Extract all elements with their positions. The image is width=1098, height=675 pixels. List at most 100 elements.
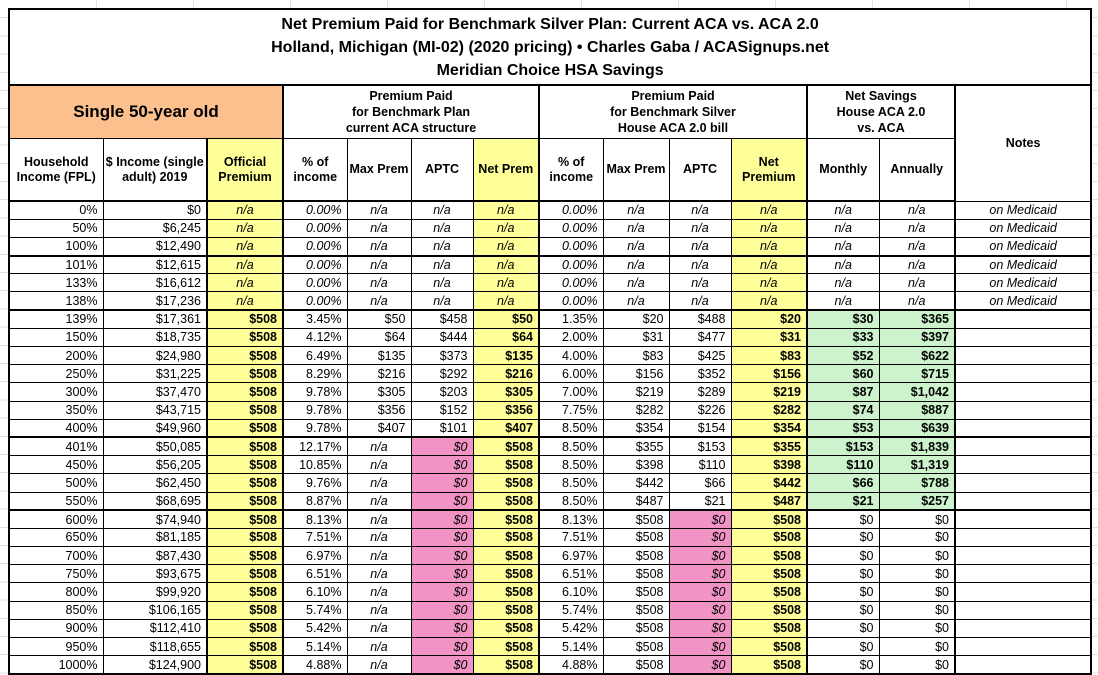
cell-note: [953, 582, 1092, 602]
cell-income: $43,715: [102, 400, 208, 420]
cell-monthly: $0: [806, 509, 880, 529]
cell-aca_net: $508: [472, 655, 540, 675]
cell-official: $508: [206, 436, 284, 457]
cell-monthly: $33: [806, 327, 880, 348]
cell-h_pct: 8.50%: [538, 436, 604, 457]
cell-monthly: $153: [806, 436, 880, 457]
cell-note: [953, 382, 1092, 402]
cell-h_pct: 0.00%: [538, 291, 604, 312]
cell-official: $508: [206, 309, 284, 329]
cell-note: on Medicaid: [953, 236, 1092, 257]
cell-official: $508: [206, 600, 284, 620]
cell-income: $12,615: [102, 255, 208, 275]
table-row: 200% $24,980 $508 6.49% $135 $373 $135 4.00% $83…: [8, 345, 1092, 366]
cell-aca_net: n/a: [472, 273, 540, 293]
cell-income: $68,695: [102, 491, 208, 512]
cell-note: [953, 473, 1092, 493]
table-row: 550% $68,695 $508 8.87% n/a $0 $508 8.50% $487 $2…: [8, 491, 1092, 512]
cell-fpl: 750%: [8, 564, 104, 584]
cell-aca_aptc: $0: [410, 491, 474, 512]
cell-h_aptc: $0: [668, 600, 732, 620]
cell-aca_aptc: $0: [410, 436, 474, 457]
table-row: 50% $6,245 n/a 0.00% n/a n/a n/a 0.00% n/a n/a n/a…: [8, 218, 1092, 238]
cell-official: $508: [206, 655, 284, 675]
cell-h_aptc: $0: [668, 546, 732, 566]
cell-official: $508: [206, 455, 284, 475]
cell-income: $112,410: [102, 618, 208, 639]
cell-h_max: n/a: [602, 273, 670, 293]
cell-h_pct: 4.00%: [538, 345, 604, 366]
cell-aca_aptc: n/a: [410, 273, 474, 293]
cell-h_max: n/a: [602, 291, 670, 312]
cell-income: $62,450: [102, 473, 208, 493]
cell-income: $16,612: [102, 273, 208, 293]
cell-official: $508: [206, 546, 284, 566]
cell-aca_pct: 9.78%: [282, 418, 348, 439]
cell-aca_aptc: $458: [410, 309, 474, 329]
cell-aca_max: n/a: [346, 636, 412, 657]
group-header-net-savings: Net Savings House ACA 2.0 vs. ACA: [806, 84, 956, 139]
cell-aca_net: $356: [472, 400, 540, 420]
cell-aca_aptc: $0: [410, 546, 474, 566]
cell-aca_net: $407: [472, 418, 540, 439]
cell-income: $24,980: [102, 345, 208, 366]
table-row: 350% $43,715 $508 9.78% $356 $152 $356 7.75% $28…: [8, 400, 1092, 420]
cell-note: [953, 527, 1092, 548]
cell-fpl: 400%: [8, 418, 104, 439]
cell-fpl: 1000%: [8, 655, 104, 675]
cell-aca_max: n/a: [346, 218, 412, 238]
cell-aca_aptc: $152: [410, 400, 474, 420]
cell-aca_max: n/a: [346, 546, 412, 566]
cell-income: $74,940: [102, 509, 208, 529]
group-header-row: Single 50-year old Premium Paid for Benc…: [8, 84, 1092, 202]
cell-fpl: 450%: [8, 455, 104, 475]
column-header-house-pct-income: % of income: [538, 138, 604, 202]
cell-h_max: $508: [602, 655, 670, 675]
cell-h_net: n/a: [730, 200, 808, 220]
cell-aca_pct: 6.51%: [282, 564, 348, 584]
cell-income: $6,245: [102, 218, 208, 238]
cell-official: $508: [206, 582, 284, 602]
cell-h_net: $20: [730, 309, 808, 329]
cell-aca_max: n/a: [346, 582, 412, 602]
cell-h_max: $508: [602, 527, 670, 548]
cell-h_net: $508: [730, 509, 808, 529]
cell-income: $17,361: [102, 309, 208, 329]
cell-note: [953, 509, 1092, 529]
cell-h_net: n/a: [730, 273, 808, 293]
cell-income: $87,430: [102, 546, 208, 566]
cell-aca_aptc: n/a: [410, 236, 474, 257]
cell-aca_max: $135: [346, 345, 412, 366]
cell-official: $508: [206, 636, 284, 657]
cell-income: $17,236: [102, 291, 208, 312]
cell-aca_pct: 8.29%: [282, 364, 348, 384]
cell-h_max: $487: [602, 491, 670, 512]
group-header-subject: Single 50-year old: [8, 84, 284, 139]
cell-annually: $0: [878, 618, 956, 639]
cell-h_net: $156: [730, 364, 808, 384]
cell-aca_net: $508: [472, 491, 540, 512]
cell-monthly: $0: [806, 582, 880, 602]
cell-h_aptc: $477: [668, 327, 732, 348]
cell-aca_max: n/a: [346, 527, 412, 548]
table-row: 250% $31,225 $508 8.29% $216 $292 $216 6.00% $15…: [8, 364, 1092, 384]
cell-monthly: $21: [806, 491, 880, 512]
cell-income: $93,675: [102, 564, 208, 584]
cell-aca_pct: 9.78%: [282, 382, 348, 402]
cell-h_aptc: $0: [668, 527, 732, 548]
cell-income: $99,920: [102, 582, 208, 602]
group-line: House ACA 2.0 bill: [617, 121, 729, 135]
cell-official: n/a: [206, 218, 284, 238]
cell-income: $56,205: [102, 455, 208, 475]
cell-fpl: 350%: [8, 400, 104, 420]
cell-h_max: $508: [602, 546, 670, 566]
cell-h_net: $83: [730, 345, 808, 366]
table-row: 500% $62,450 $508 9.76% n/a $0 $508 8.50% $442 $6…: [8, 473, 1092, 493]
cell-note: [953, 345, 1092, 366]
cell-h_max: $20: [602, 309, 670, 329]
cell-aca_max: n/a: [346, 236, 412, 257]
cell-monthly: n/a: [806, 236, 880, 257]
cell-aca_pct: 4.88%: [282, 655, 348, 675]
cell-h_max: $282: [602, 400, 670, 420]
